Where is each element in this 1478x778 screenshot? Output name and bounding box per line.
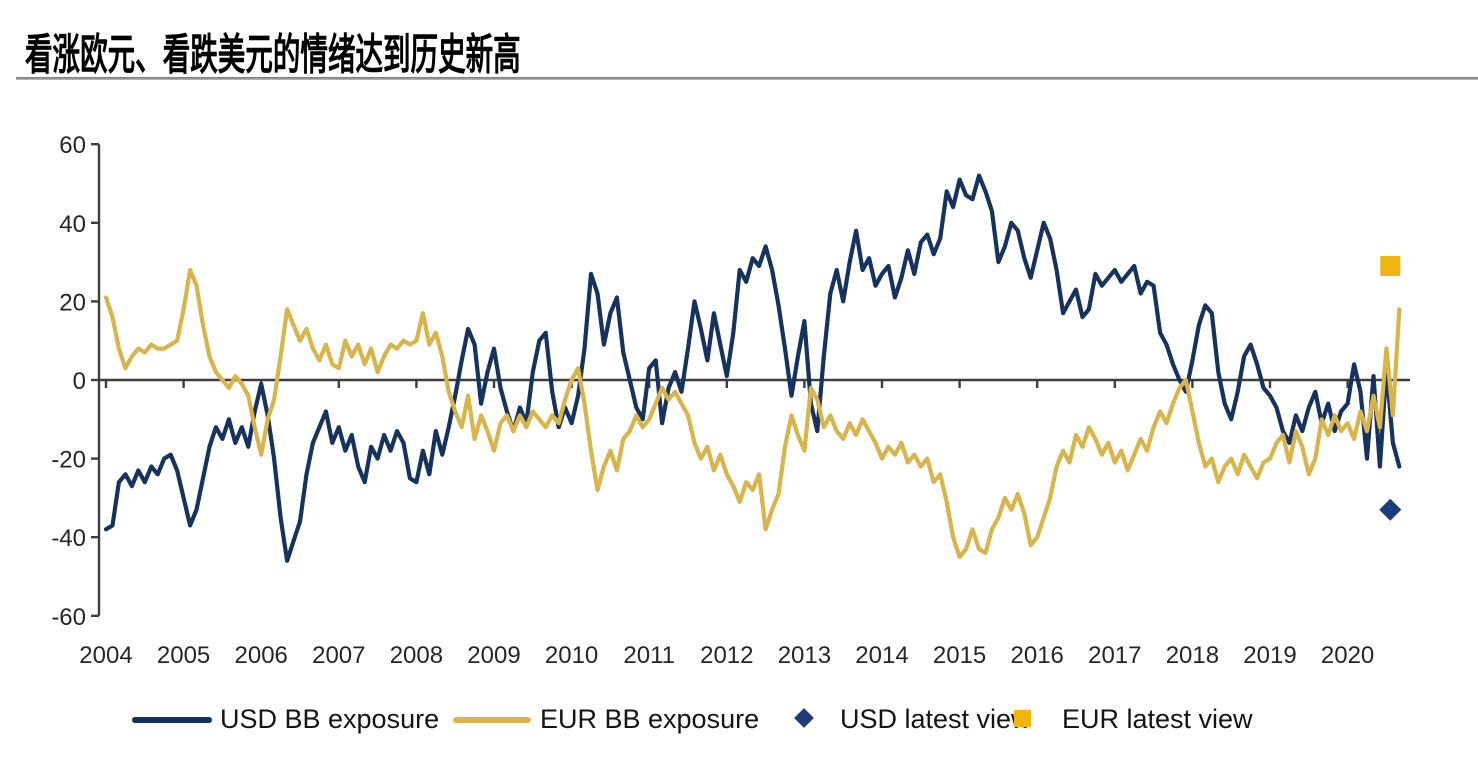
y-tick-label: 20 [59, 289, 86, 316]
x-tick-label: 2016 [1011, 642, 1064, 669]
eur-square-swatch [1014, 710, 1031, 727]
x-tick-label: 2013 [778, 642, 831, 669]
x-tick-label: 2010 [545, 642, 598, 669]
x-tick-label: 2014 [855, 642, 908, 669]
x-tick-label: 2020 [1321, 642, 1374, 669]
usd-exposure-line [103, 173, 1402, 563]
x-tick-label: 2011 [623, 642, 675, 669]
usd-line-swatch [132, 717, 212, 723]
y-tick-label: -20 [51, 447, 86, 474]
x-tick-label: 2004 [79, 642, 132, 669]
legend-label-eur-marker: EUR latest view [1062, 704, 1253, 734]
title-divider [16, 77, 1478, 80]
legend-label-eur-line: EUR BB exposure [540, 704, 760, 734]
y-tick-label: -40 [51, 525, 86, 552]
x-tick-label: 2006 [235, 642, 288, 669]
usd-latest-view-marker [1379, 498, 1402, 521]
eur-exposure-line [103, 267, 1402, 560]
y-tick-label: 40 [59, 211, 86, 238]
chart-title: 看涨欧元、看跌美元的情绪达到历史新高 [25, 31, 521, 81]
x-tick-label: 2007 [312, 642, 365, 669]
usd-diamond-swatch [794, 708, 814, 728]
x-tick-label: 2018 [1166, 642, 1219, 669]
x-tick-label: 2009 [467, 642, 520, 669]
y-tick-label: 60 [59, 132, 86, 159]
y-tick-label: 0 [73, 368, 86, 395]
x-tick-label: 2015 [933, 642, 986, 669]
x-tick-label: 2008 [390, 642, 443, 669]
x-tick-label: 2017 [1088, 642, 1141, 669]
legend-label-usd-marker: USD latest view [840, 704, 1031, 734]
x-tick-label: 2005 [157, 642, 210, 669]
x-tick-label: 2012 [700, 642, 753, 669]
y-tick-label: -60 [51, 604, 86, 631]
legend-label-usd-line: USD BB exposure [220, 704, 440, 734]
eur-latest-view-marker [1380, 256, 1401, 277]
chart-legend: USD BB exposure EUR BB exposure USD late… [0, 700, 1478, 744]
eur-line-swatch [453, 717, 531, 723]
x-tick-label: 2019 [1243, 642, 1296, 669]
